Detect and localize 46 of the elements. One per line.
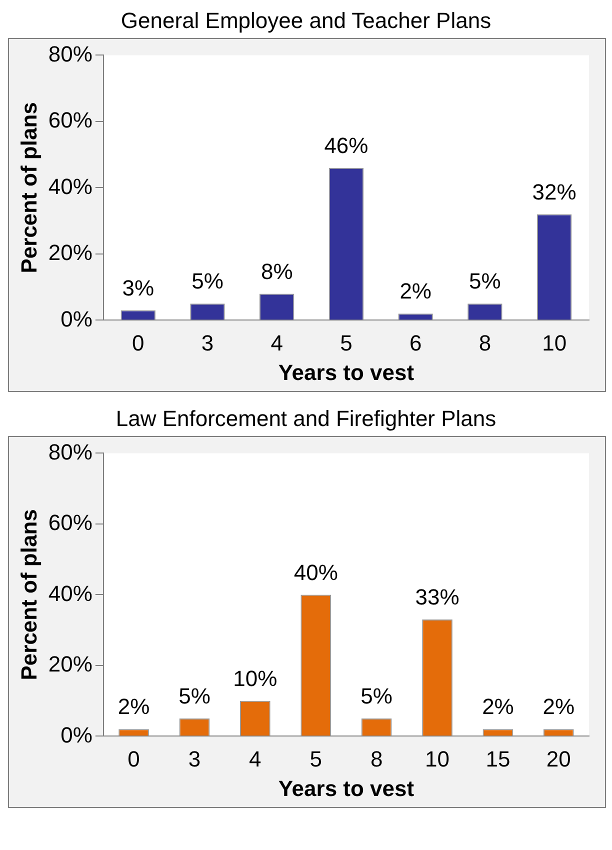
x-tick-label: 3 [201,330,214,356]
x-axis-title: Years to vest [278,776,415,801]
y-axis-title: Percent of plans [16,102,42,274]
x-tick-label: 6 [409,330,422,356]
y-tick-label: 80% [48,41,92,66]
x-tick-label: 10 [425,746,450,772]
data-label: 5% [469,268,501,294]
y-tick-label: 20% [48,652,92,677]
y-tick-label: 60% [48,108,92,133]
data-label: 5% [192,268,224,294]
data-label: 2% [542,694,575,720]
chart-title: General Employee and Teacher Plans [120,8,492,34]
x-tick-label: 0 [132,330,144,356]
x-tick-label: 8 [478,330,492,356]
y-tick-label: 0% [60,722,92,748]
x-tick-label: 4 [249,746,262,772]
x-axis-title: Years to vest [278,360,415,385]
data-label: 32% [532,179,576,204]
y-tick-label: 0% [60,306,92,332]
x-tick-label: 20 [546,746,571,772]
data-label: 33% [415,584,460,610]
x-tick-label: 10 [542,330,567,356]
data-label: 2% [400,278,432,304]
x-tick-label: 0 [128,746,140,772]
x-tick-label: 8 [370,746,383,772]
x-tick-label: 5 [340,330,352,356]
data-label: 5% [360,684,392,709]
x-tick-label: 4 [270,330,283,356]
x-tick-label: 5 [310,746,322,772]
data-label: 40% [294,560,338,585]
x-tick-label: 15 [486,746,510,772]
y-tick-label: 20% [48,240,92,266]
data-label: 2% [118,694,150,720]
x-tick-label: 3 [188,746,201,772]
data-label: 8% [260,258,293,284]
y-axis-title: Percent of plans [16,509,42,680]
y-tick-label: 80% [48,439,92,464]
y-tick-label: 40% [48,580,92,606]
y-tick-label: 60% [48,510,92,536]
data-label: 3% [122,275,154,300]
chart-title: Law Enforcement and Firefighter Plans [114,406,498,432]
data-label: 46% [324,132,368,158]
data-label: 10% [233,666,278,691]
data-label: 5% [178,684,210,709]
y-tick-label: 40% [48,174,92,199]
data-label: 2% [482,694,514,720]
